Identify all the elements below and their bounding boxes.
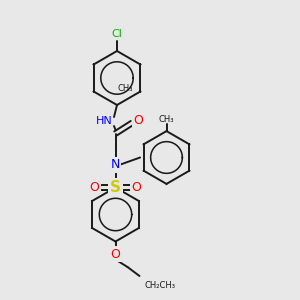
Text: S: S (110, 180, 121, 195)
Text: CH₂CH₃: CH₂CH₃ (144, 280, 175, 290)
Text: O: O (134, 114, 143, 127)
Text: CH₃: CH₃ (159, 115, 174, 124)
Text: HN: HN (96, 116, 112, 127)
Text: O: O (111, 248, 120, 261)
Text: N: N (111, 158, 120, 172)
Text: O: O (132, 181, 141, 194)
Text: Cl: Cl (112, 29, 122, 40)
Text: CH₃: CH₃ (117, 84, 133, 93)
Text: O: O (90, 181, 99, 194)
